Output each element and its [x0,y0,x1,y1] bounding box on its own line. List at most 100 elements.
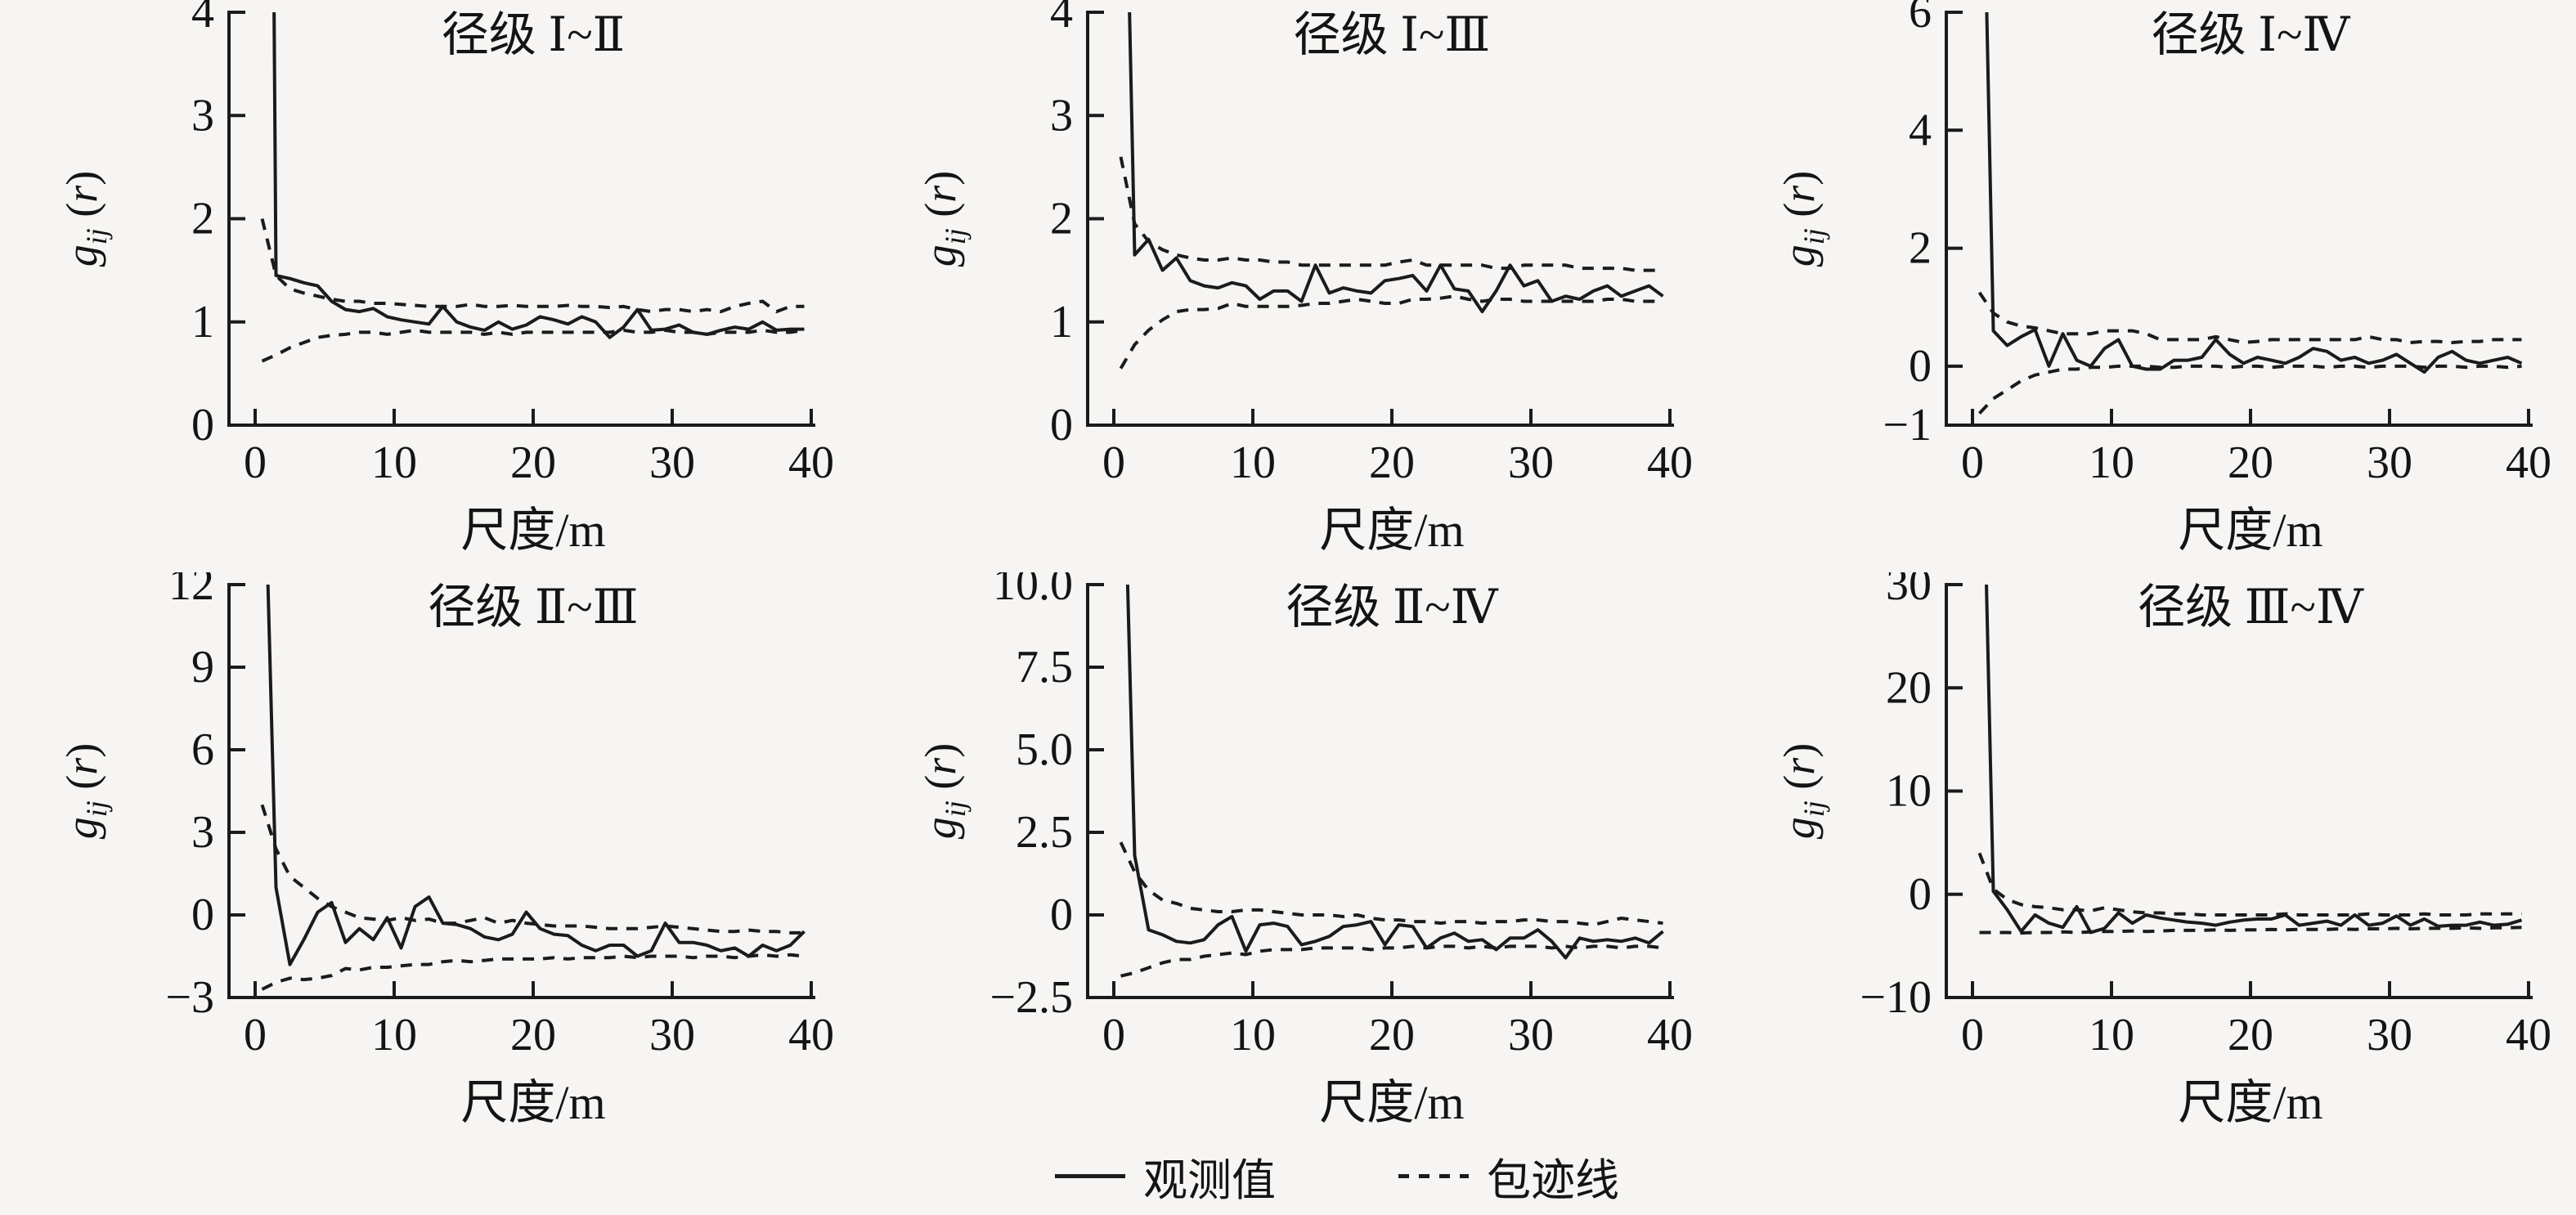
y-tick-label: 10 [1886,766,1932,817]
legend: 观测值 包迹线 [49,1143,2576,1208]
y-axis-label: gij (r) [57,171,113,267]
y-tick-label: −1 [1883,400,1932,451]
axes-spines [227,11,815,427]
subplot-title: 径级 Ⅰ~Ⅳ [2152,8,2351,61]
y-tick-label: 4 [1050,0,1073,38]
x-axis-label: 尺度/m [2178,1076,2322,1129]
y-tick-label: 1 [191,297,214,347]
x-tick-label: 30 [1508,1010,1554,1060]
envelope-upper-line [260,218,805,314]
x-tick-label: 30 [2367,437,2412,488]
x-axis-label: 尺度/m [460,1076,605,1129]
y-tick-label: 3 [1050,90,1073,141]
x-tick-label: 0 [244,437,267,488]
y-tick-label: 6 [1909,0,1932,38]
x-tick-label: 10 [371,437,417,488]
x-tick-label: 40 [1647,1010,1693,1060]
x-tick-label: 0 [1102,437,1125,488]
axes-spines [1086,11,1674,427]
x-axis-label: 尺度/m [2178,504,2322,557]
series-group [1119,12,1664,370]
legend-item-observed: 观测值 [1055,1144,1276,1208]
x-tick-label: 30 [1508,437,1554,488]
series-group [1977,12,2523,415]
envelope-lower-line [1120,944,1663,978]
envelope-upper-line [1977,852,2522,917]
y-tick-label: 3 [191,807,214,858]
x-tick-label: 20 [1369,437,1415,488]
axes-spines [1945,583,2533,999]
x-axis-label: 尺度/m [1319,1076,1464,1129]
observed-line [1985,585,2523,935]
observed-line [266,585,806,966]
y-tick-label: 0 [1909,341,1932,392]
observed-line [1128,12,1664,314]
x-tick-label: 0 [1102,1010,1125,1060]
envelope-lower-line [261,328,805,363]
dashed-line-sample [1398,1173,1469,1178]
legend-label-observed: 观测值 [1143,1155,1276,1205]
y-tick-label: 7.5 [1016,642,1073,693]
y-tick-label: 1 [1050,297,1073,347]
x-tick-label: 40 [788,1010,834,1060]
y-tick-label: 6 [191,724,214,775]
y-tick-label: 20 [1886,662,1932,713]
x-tick-label: 40 [788,437,834,488]
series-group [1977,585,2523,935]
subplot-title: 径级 Ⅱ~Ⅳ [1286,581,1498,634]
subplot-title: 径级 Ⅰ~Ⅱ [442,8,625,61]
x-tick-label: 20 [2228,437,2273,488]
x-tick-label: 10 [371,1010,417,1060]
envelope-lower-line [1119,294,1663,370]
subplot-title: 径级 Ⅱ~Ⅲ [428,581,638,634]
envelope-upper-line [1119,841,1663,927]
x-tick-label: 20 [1369,1010,1415,1060]
y-tick-label: 9 [191,642,214,693]
x-tick-label: 10 [2089,437,2134,488]
x-tick-label: 0 [1961,1010,1984,1060]
y-tick-label: 5.0 [1016,724,1073,775]
legend-item-envelope: 包迹线 [1398,1144,1619,1208]
y-axis-label: gij (r) [57,743,113,840]
envelope-lower-line [1979,926,2522,935]
y-axis-label: gij (r) [916,171,972,267]
y-tick-label: 2 [1909,223,1932,274]
y-axis-label: gij (r) [916,743,972,840]
x-tick-label: 20 [510,1010,556,1060]
y-tick-label: 2 [191,194,214,244]
subplot-6: −10 0 10 20 30 0 10 20 30 40 径级 Ⅲ~Ⅳ 尺度/m gij (r) [1775,572,2551,1129]
axes-spines [1945,11,2533,427]
y-tick-label: 2.5 [1016,807,1073,858]
y-axis-label: gij (r) [1775,743,1830,840]
y-tick-label: 2 [1050,194,1073,244]
envelope-upper-line [260,804,805,935]
series-group [260,12,805,363]
subplot-title: 径级 Ⅲ~Ⅳ [2138,581,2364,634]
x-tick-label: 20 [2228,1010,2273,1060]
y-axis-label: gij (r) [1775,171,1830,267]
envelope-upper-line [1119,156,1663,272]
y-tick-label: 4 [191,0,214,38]
series-group [260,585,806,991]
y-tick-label: 12 [168,572,214,610]
x-tick-label: 10 [1230,437,1276,488]
subplot-3: −1 0 2 4 6 0 10 20 30 40 径级 Ⅰ~Ⅳ 尺度/m gij (r) [1775,0,2551,557]
y-tick-label: 0 [191,400,214,451]
y-tick-label: 3 [191,90,214,141]
x-tick-label: 20 [510,437,556,488]
y-tick-label: 10.0 [993,572,1073,610]
axes-spines [227,583,815,999]
x-tick-label: 40 [2506,437,2551,488]
envelope-lower-line [261,953,805,991]
x-tick-label: 10 [1230,1010,1276,1060]
envelope-upper-line [1977,291,2522,344]
y-tick-label: 0 [1050,400,1073,451]
x-tick-label: 40 [1647,437,1693,488]
x-tick-label: 30 [649,1010,695,1060]
solid-line-sample [1055,1173,1125,1178]
y-tick-label: 0 [1909,869,1932,920]
x-axis-label: 尺度/m [460,504,605,557]
